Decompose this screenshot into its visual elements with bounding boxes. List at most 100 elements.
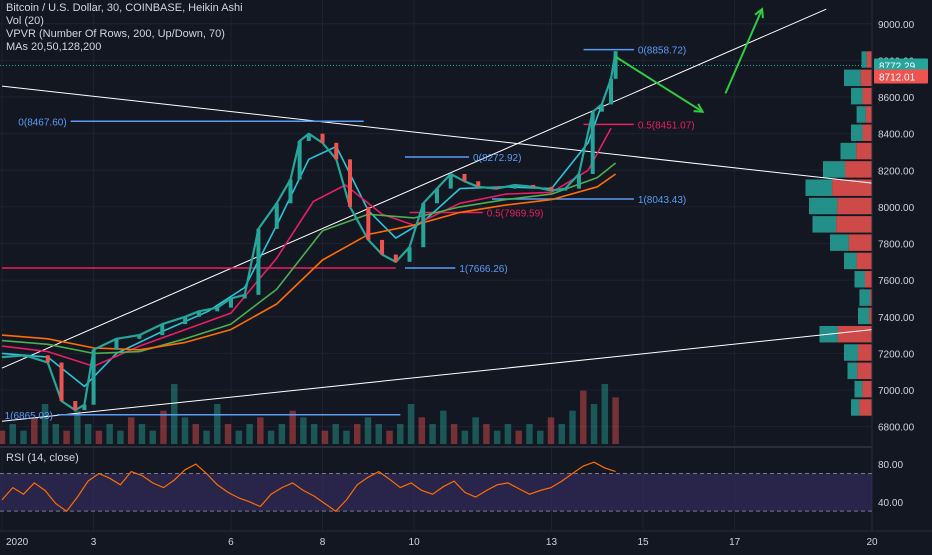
volume-bar bbox=[397, 424, 404, 444]
price-tick-label: 7200.00 bbox=[878, 349, 915, 360]
volume-bar bbox=[526, 424, 533, 444]
candle bbox=[137, 335, 142, 339]
ma-line bbox=[1, 127, 612, 368]
volume-bar bbox=[354, 424, 361, 444]
candle bbox=[73, 401, 78, 411]
vp-bar-down bbox=[845, 161, 872, 178]
candle bbox=[334, 142, 339, 160]
volume-bar bbox=[558, 424, 565, 444]
volume-bar bbox=[138, 424, 146, 444]
vp-bar-up bbox=[847, 362, 858, 380]
volume-bar bbox=[321, 430, 329, 444]
candle bbox=[297, 141, 302, 180]
volume-bar bbox=[117, 430, 124, 444]
vp-bar-down bbox=[865, 106, 872, 123]
volume-bar bbox=[52, 424, 60, 444]
volume-bar bbox=[375, 424, 382, 444]
volume-bar bbox=[149, 430, 156, 444]
arrow-head bbox=[754, 7, 764, 19]
price-tick-label: 8600.00 bbox=[878, 93, 915, 104]
price-label-text: 8772.29 bbox=[879, 62, 916, 73]
volume-bar bbox=[461, 430, 469, 444]
forecast-arrow bbox=[724, 8, 764, 94]
price-line bbox=[1, 51, 617, 412]
vp-bar-up bbox=[851, 399, 860, 416]
price-tick-label: 6800.00 bbox=[878, 423, 915, 434]
time-tick-label: 20 bbox=[866, 537, 878, 548]
volume-bar bbox=[364, 417, 372, 444]
candle bbox=[462, 173, 467, 182]
trendline bbox=[1, 85, 873, 184]
vp-bar-up bbox=[844, 344, 858, 361]
volume-bar bbox=[235, 430, 243, 444]
volume-bar bbox=[590, 404, 598, 444]
vp-bar-up bbox=[859, 289, 871, 306]
volume-bar bbox=[214, 404, 221, 444]
volume-bar bbox=[289, 410, 296, 444]
vp-bar-up bbox=[830, 234, 849, 251]
volume-bar bbox=[515, 430, 522, 444]
candle bbox=[531, 184, 536, 187]
fib-label: 0(8272.92) bbox=[473, 153, 521, 164]
volume-bar bbox=[472, 417, 479, 444]
price-axis[interactable]: 9000.008800.008600.008400.008200.008000.… bbox=[871, 0, 932, 550]
candle bbox=[45, 355, 50, 363]
rsi-line bbox=[1, 461, 616, 513]
volume-bar bbox=[601, 384, 609, 444]
candle bbox=[306, 133, 311, 142]
price-tick-label: 8400.00 bbox=[878, 130, 915, 141]
candle bbox=[512, 184, 517, 189]
candle bbox=[91, 349, 96, 405]
time-tick-label: 13 bbox=[546, 537, 558, 548]
vp-bar-down bbox=[862, 87, 872, 105]
vp-bar-down bbox=[856, 252, 872, 270]
candle bbox=[563, 188, 568, 191]
candle bbox=[476, 181, 481, 187]
rsi-pane[interactable]: 80.00 40.00 bbox=[0, 460, 903, 513]
time-tick-label: 6 bbox=[228, 537, 234, 548]
candle bbox=[288, 179, 293, 204]
vp-bar-down bbox=[862, 124, 872, 142]
forecast-arrows bbox=[615, 7, 764, 113]
volume-profile bbox=[805, 51, 872, 416]
price-tick-label: 8200.00 bbox=[878, 166, 915, 177]
volume-legend: Vol (20) bbox=[6, 15, 44, 27]
fib-label: 0.5(8451.07) bbox=[638, 120, 695, 131]
volume-bars bbox=[0, 384, 619, 444]
volume-bar bbox=[9, 424, 16, 444]
fib-label: 0.5(7969.59) bbox=[487, 209, 544, 220]
volume-bar bbox=[386, 430, 393, 444]
candle bbox=[114, 338, 119, 350]
volume-bar bbox=[171, 384, 178, 444]
price-tick-label: 9000.00 bbox=[878, 20, 915, 31]
candle bbox=[599, 104, 604, 112]
volume-bar bbox=[483, 424, 490, 444]
vp-bar-down bbox=[859, 399, 872, 416]
vp-bar-down bbox=[862, 380, 872, 398]
price-tick-label: 7000.00 bbox=[878, 386, 915, 397]
vp-bar-down bbox=[858, 344, 872, 361]
volume-bar bbox=[580, 390, 587, 444]
candle bbox=[407, 247, 412, 262]
symbol-legend: Bitcoin / U.S. Dollar, 30, COINBASE, Hei… bbox=[6, 2, 243, 14]
volume-bar bbox=[547, 417, 555, 444]
candle bbox=[380, 239, 385, 255]
volume-bar bbox=[332, 424, 339, 444]
volume-bar bbox=[224, 424, 232, 444]
vpvr-legend: VPVR (Number Of Rows, 200, Up/Down, 70) bbox=[6, 28, 225, 40]
volume-bar bbox=[612, 397, 619, 444]
candle bbox=[576, 173, 581, 189]
candle bbox=[393, 254, 398, 262]
vp-bar-up bbox=[823, 161, 846, 178]
volume-bar bbox=[106, 424, 113, 444]
time-axis[interactable]: 2020 3 6 8 10 13 15 17 20 bbox=[0, 530, 932, 550]
volume-bar bbox=[493, 430, 501, 444]
rsi-tick-label: 80.00 bbox=[878, 460, 903, 471]
vp-bar-up bbox=[854, 271, 865, 288]
price-tick-label: 7400.00 bbox=[878, 313, 915, 324]
candle bbox=[59, 362, 64, 402]
price-tick-label: 7800.00 bbox=[878, 240, 915, 251]
